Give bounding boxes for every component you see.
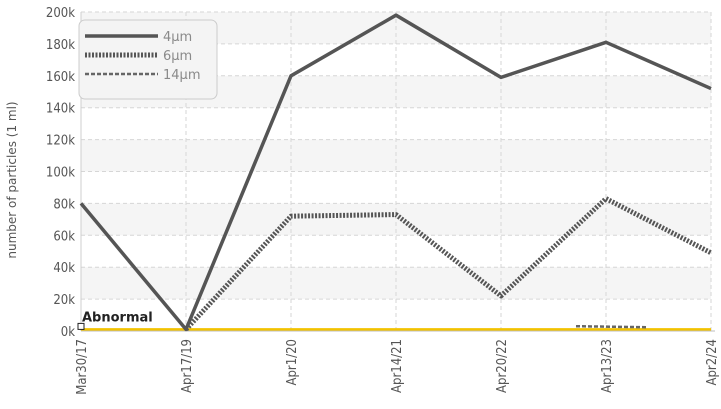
legend-box [78,19,218,100]
x-tick-label: Apr1/20 [285,339,300,386]
y-axis-title: number of particles (1 ml) [5,101,19,258]
y-tick-label: 0k [61,325,75,340]
x-tick-label: Apr13/23 [600,339,615,393]
x-tick-label: Mar30/17 [75,339,90,395]
y-tick-label: 20k [53,293,75,308]
x-tick-label: Apr14/21 [390,339,405,393]
legend: 4µm 6µm 14µm [78,19,218,100]
x-tick-labels: Mar30/17 Apr17/19 Apr1/20 Apr14/21 Apr20/22 A… [75,339,720,395]
y-tick-label: 200k [46,6,75,21]
y-tick-label: 100k [46,166,75,181]
legend-label: 4µm [163,30,192,45]
y-tick-label: 120k [46,134,75,149]
y-tick-label: 160k [46,70,75,85]
legend-label: 14µm [163,68,200,83]
series-line-3 [575,324,647,329]
x-tick-label: Apr2/24 [705,339,720,386]
y-tick-label: 180k [46,38,75,53]
x-tick-label: Apr20/22 [495,339,510,393]
abnormal-label: Abnormal [82,310,153,325]
y-tick-label: 140k [46,102,75,117]
y-tick-label: 80k [53,197,75,212]
y-tick-label: 40k [53,261,75,276]
series-line-2 [184,196,713,332]
y-tick-label: 60k [53,229,75,244]
series-lines [79,13,713,332]
x-tick-label: Apr17/19 [180,339,195,393]
legend-label: 6µm [163,49,192,64]
y-tick-labels: 0k 20k 40k 60k 80k 100k 120k 140k 160k 180k 200k [46,6,75,340]
abnormal-marker [77,322,85,330]
